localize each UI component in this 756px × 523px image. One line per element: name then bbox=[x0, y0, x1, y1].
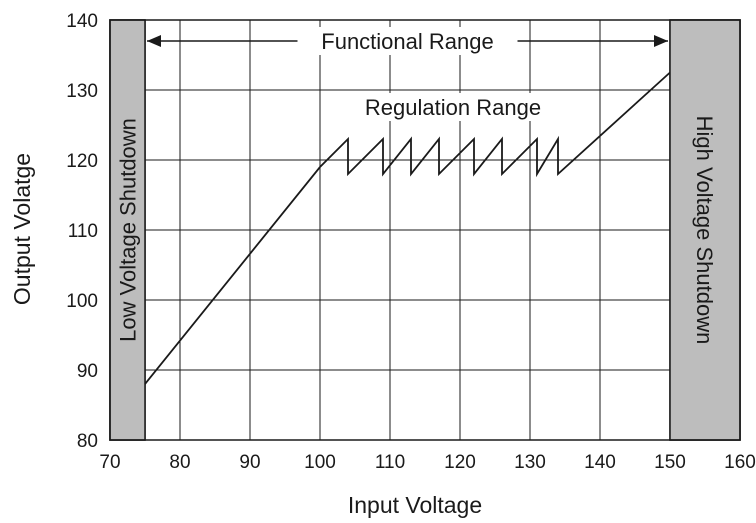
y-tick-label: 110 bbox=[68, 221, 98, 242]
arrowhead-left bbox=[147, 35, 161, 47]
y-tick-label: 100 bbox=[66, 291, 98, 312]
regulation-range-label: Regulation Range bbox=[365, 95, 541, 120]
y-tick-label: 120 bbox=[66, 151, 98, 172]
x-tick-label: 130 bbox=[514, 452, 546, 473]
x-tick-label: 110 bbox=[375, 452, 405, 473]
x-tick-label: 140 bbox=[584, 452, 616, 473]
x-axis-label: Input Voltage bbox=[348, 492, 482, 518]
series-layer bbox=[144, 71, 671, 385]
x-tick-label: 150 bbox=[654, 452, 686, 473]
series-line bbox=[144, 71, 671, 385]
annotations: Low Voltage Shutdown High Voltage Shutdow… bbox=[116, 27, 717, 345]
x-tick-label: 120 bbox=[444, 452, 476, 473]
x-tick-label: 70 bbox=[99, 452, 120, 473]
arrowhead-right bbox=[654, 35, 668, 47]
grid bbox=[109, 19, 741, 441]
functional-range-label: Functional Range bbox=[321, 29, 493, 54]
x-tick-label: 160 bbox=[724, 452, 756, 473]
x-tick-label: 100 bbox=[304, 452, 336, 473]
low-voltage-shutdown-label: Low Voltage Shutdown bbox=[116, 118, 141, 342]
y-tick-label: 140 bbox=[66, 11, 98, 32]
y-tick-label: 80 bbox=[77, 431, 98, 452]
x-tick-label: 90 bbox=[239, 452, 260, 473]
y-tick-label: 90 bbox=[77, 361, 98, 382]
functional-range-label-bg bbox=[300, 27, 515, 55]
high-voltage-shutdown-label: High Voltage Shutdown bbox=[692, 116, 717, 345]
y-axis-label: Output Volatge bbox=[9, 153, 35, 305]
y-tick-label: 130 bbox=[66, 81, 98, 102]
tick-labels: 70 80 90 100 110 120 130 140 150 1608090100110120… bbox=[66, 11, 756, 473]
regulation-range-label-bg bbox=[342, 93, 578, 121]
x-tick-label: 80 bbox=[169, 452, 190, 473]
plot-frame bbox=[109, 19, 741, 441]
plot-border bbox=[109, 19, 741, 441]
